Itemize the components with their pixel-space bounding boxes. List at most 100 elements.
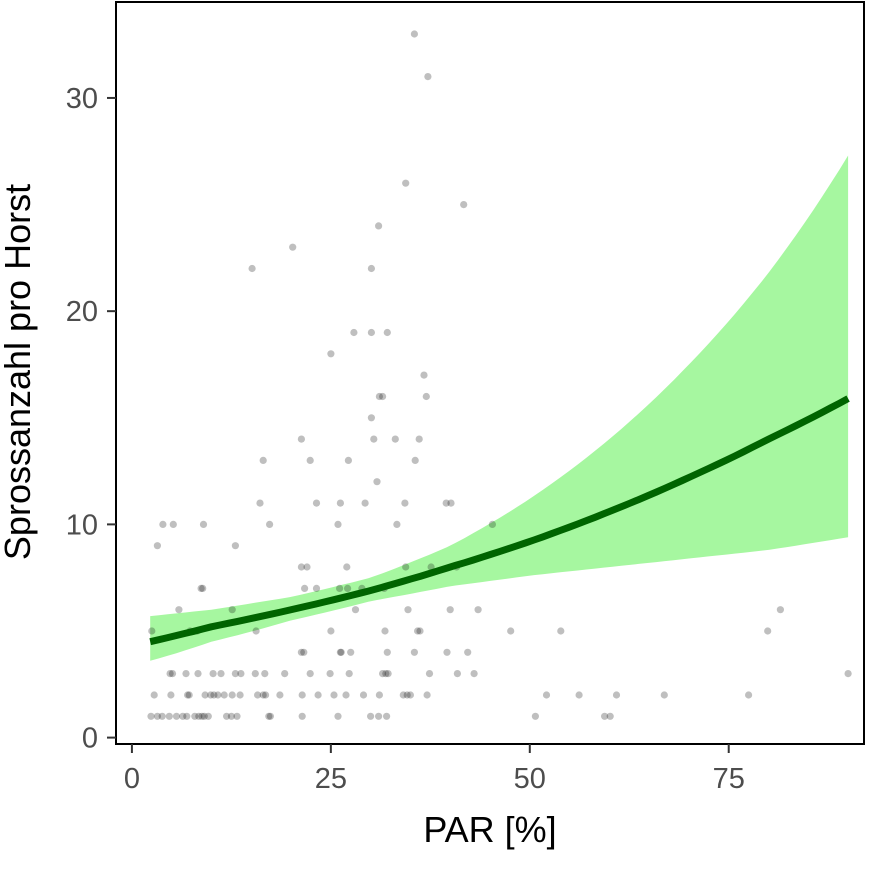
- data-point: [557, 627, 565, 635]
- data-point: [259, 691, 267, 699]
- data-point: [214, 691, 222, 699]
- data-point: [256, 499, 264, 507]
- data-point: [259, 456, 267, 464]
- data-point: [601, 712, 609, 720]
- data-point: [231, 670, 239, 678]
- data-point: [411, 456, 419, 464]
- data-point: [336, 584, 344, 593]
- x-tick-label: 75: [713, 763, 745, 795]
- data-point: [425, 670, 434, 678]
- fit-line: [149, 395, 850, 646]
- data-point: [393, 520, 401, 529]
- data-point: [745, 691, 753, 699]
- data-point: [252, 627, 260, 635]
- data-point: [423, 691, 431, 699]
- data-point: [373, 478, 381, 486]
- data-point: [195, 712, 203, 720]
- data-point: [375, 392, 383, 401]
- data-point: [312, 499, 321, 507]
- data-point: [200, 712, 208, 720]
- data-point: [179, 712, 187, 720]
- data-point: [158, 712, 166, 720]
- data-point: [184, 691, 192, 699]
- data-point: [172, 712, 181, 720]
- data-point: [199, 584, 207, 593]
- data-point: [281, 670, 289, 678]
- data-point: [367, 264, 375, 273]
- x-tick-label: 25: [315, 763, 347, 795]
- data-point: [191, 712, 199, 720]
- data-point: [344, 456, 352, 464]
- data-point: [227, 712, 235, 720]
- data-point: [276, 691, 284, 699]
- data-point: [210, 691, 218, 699]
- data-point: [453, 670, 461, 678]
- data-point: [402, 179, 410, 187]
- data-point: [344, 584, 352, 593]
- data-point: [248, 264, 256, 273]
- data-point: [254, 691, 262, 699]
- data-point: [336, 648, 344, 656]
- data-point: [334, 520, 342, 529]
- data-point: [342, 691, 350, 699]
- data-point: [306, 456, 314, 464]
- data-point: [306, 670, 314, 678]
- axes-layer: 0 25 50 75 0 10 20 30: [66, 1, 865, 795]
- data-point: [391, 435, 399, 443]
- data-point: [251, 670, 259, 678]
- data-point: [266, 712, 274, 720]
- data-point: [343, 563, 351, 571]
- data-point: [220, 691, 228, 699]
- data-point: [542, 691, 551, 699]
- data-point: [406, 691, 414, 699]
- data-point: [337, 648, 345, 656]
- data-point: [153, 542, 161, 550]
- data-point: [414, 627, 422, 635]
- data-point: [334, 712, 342, 720]
- data-point: [153, 712, 161, 720]
- data-point: [345, 670, 353, 678]
- data-point: [183, 712, 191, 720]
- data-point: [159, 520, 167, 529]
- x-tick-label: 0: [124, 763, 140, 795]
- data-point: [148, 627, 156, 635]
- data-point: [460, 201, 468, 209]
- data-point: [289, 243, 297, 251]
- data-point: [327, 350, 335, 358]
- data-point: [402, 563, 410, 571]
- data-point: [443, 648, 451, 656]
- data-point: [404, 606, 412, 614]
- data-point: [165, 712, 173, 720]
- data-point: [167, 691, 175, 699]
- data-point: [197, 584, 205, 593]
- data-point: [312, 584, 321, 593]
- y-tick-label: 30: [66, 83, 98, 115]
- data-point: [185, 691, 193, 699]
- confidence-band: [150, 155, 849, 661]
- data-point: [237, 670, 245, 678]
- data-point: [300, 648, 308, 656]
- data-point: [231, 542, 239, 550]
- data-point: [228, 691, 236, 699]
- data-point: [298, 691, 306, 699]
- data-point: [327, 627, 335, 635]
- data-point: [422, 392, 430, 401]
- data-point: [223, 712, 231, 720]
- data-point: [367, 414, 375, 422]
- data-point: [844, 670, 852, 678]
- data-point: [447, 499, 455, 507]
- data-point: [266, 520, 274, 529]
- y-tick-label: 20: [66, 296, 98, 328]
- data-point: [420, 371, 428, 379]
- data-point: [301, 584, 309, 593]
- data-point: [359, 691, 368, 699]
- data-point: [262, 691, 270, 699]
- data-point: [361, 499, 369, 507]
- data-point: [383, 648, 391, 656]
- data-point: [776, 606, 785, 614]
- data-point: [330, 691, 338, 699]
- data-point: [147, 712, 155, 720]
- data-point: [217, 670, 225, 678]
- data-point: [470, 670, 478, 678]
